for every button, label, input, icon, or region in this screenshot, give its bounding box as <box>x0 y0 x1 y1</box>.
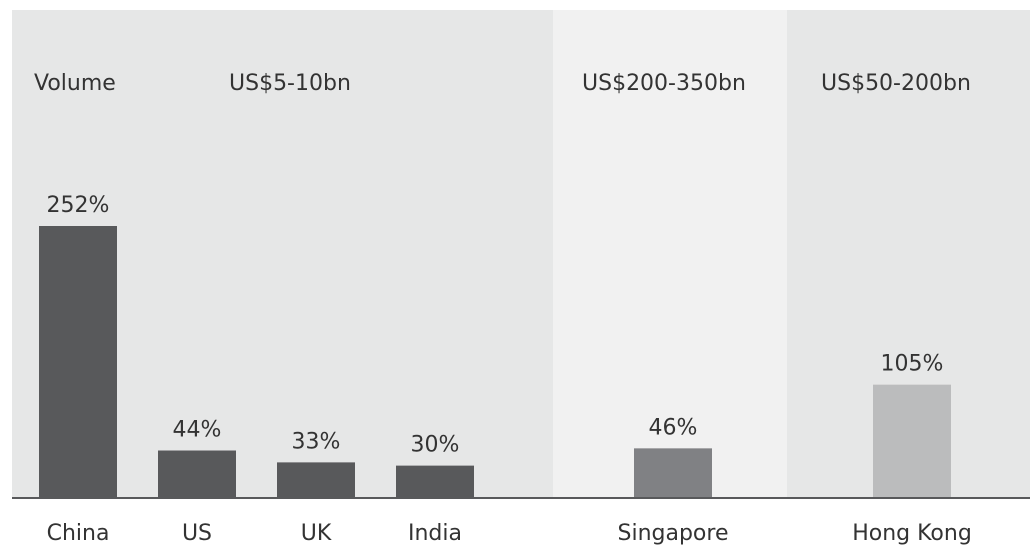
bar-china <box>39 226 117 498</box>
category-label-hong-kong: Hong Kong <box>852 521 972 546</box>
volume-label: Volume <box>34 71 116 96</box>
group-label-2: US$200-350bn <box>582 71 746 96</box>
value-label-china: 252% <box>47 193 110 218</box>
group-labels: US$5-10bn US$200-350bn US$50-200bn <box>229 71 971 96</box>
value-label-uk: 33% <box>292 429 341 454</box>
value-label-hong-kong: 105% <box>881 352 944 377</box>
group-label-1: US$5-10bn <box>229 71 351 96</box>
category-label-singapore: Singapore <box>618 521 729 546</box>
category-label-india: India <box>408 521 462 546</box>
category-labels: China US UK India Singapore Hong Kong <box>47 521 972 546</box>
bar-singapore <box>634 448 712 498</box>
value-label-singapore: 46% <box>649 415 698 440</box>
category-label-china: China <box>47 521 110 546</box>
category-label-uk: UK <box>301 521 332 546</box>
value-labels: 252% 44% 33% 30% 46% 105% <box>47 193 944 458</box>
category-label-us: US <box>182 521 212 546</box>
group-label-3: US$50-200bn <box>821 71 971 96</box>
bars <box>39 226 951 498</box>
value-label-us: 44% <box>173 418 222 443</box>
bar-india <box>396 465 474 498</box>
group-background-2 <box>553 10 787 498</box>
bar-us <box>158 450 236 498</box>
bar-hong-kong <box>873 384 951 498</box>
value-label-india: 30% <box>411 433 460 458</box>
bar-uk <box>277 462 355 498</box>
